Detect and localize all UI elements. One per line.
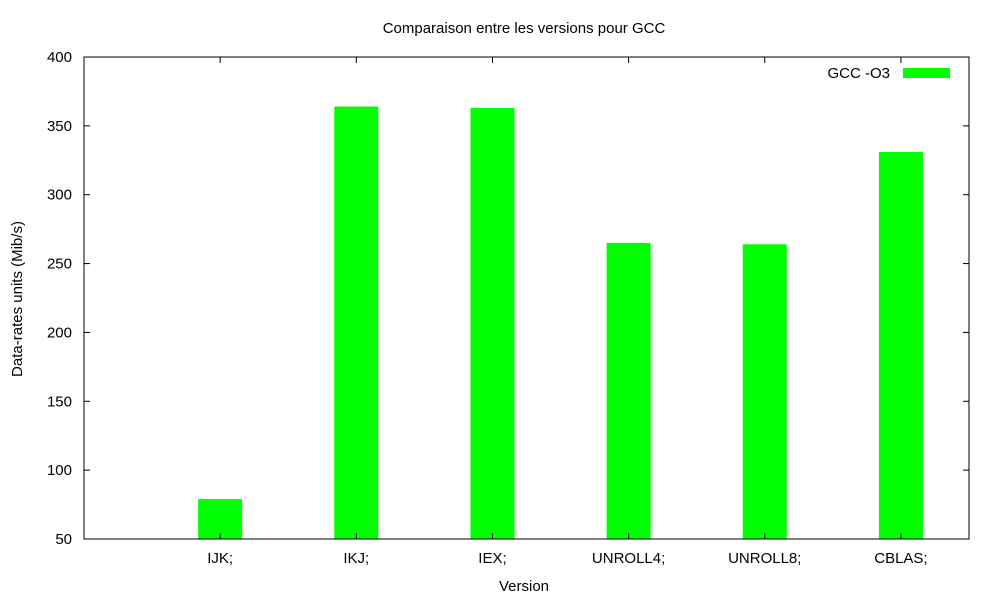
- x-tick-label: IJK;: [207, 550, 233, 567]
- y-tick-label: 400: [47, 49, 72, 66]
- y-tick-label: 300: [47, 187, 72, 204]
- x-tick-label: IEX;: [478, 550, 506, 567]
- y-tick-label: 150: [47, 393, 72, 410]
- y-tick-label: 350: [47, 118, 72, 135]
- bar-ikj: [334, 106, 379, 539]
- x-tick-label: IKJ;: [343, 550, 369, 567]
- legend-label-gcc-o3: GCC -O3: [827, 65, 890, 82]
- plot-frame: [83, 56, 970, 540]
- bars-group: [198, 106, 923, 539]
- bar-unroll8: [742, 244, 787, 539]
- x-axis-title: Version: [499, 578, 549, 595]
- tick-labels-group: IJK; IKJ; IEX; UNROLL4; UNROLL8; CBLAS; 50 100 1…: [47, 49, 928, 567]
- y-tick-label: 200: [47, 324, 72, 341]
- y-tick-label: 50: [55, 531, 72, 548]
- legend-swatch-gcc-o3: [903, 68, 950, 78]
- x-tick-label: UNROLL8;: [728, 550, 801, 567]
- axis-ticks-group: [84, 56, 969, 540]
- x-tick-label: UNROLL4;: [592, 550, 665, 567]
- y-tick-label: 250: [47, 256, 72, 273]
- bar-cblas: [878, 152, 923, 539]
- bar-iex: [470, 107, 515, 539]
- y-tick-label: 100: [47, 462, 72, 479]
- x-tick-label: CBLAS;: [874, 550, 927, 567]
- bar-ijk: [198, 499, 243, 539]
- y-axis-title: Data-rates units (Mib/s): [9, 221, 26, 377]
- legend: GCC -O3: [827, 65, 950, 82]
- bar-unroll4: [606, 242, 651, 539]
- chart-title: Comparaison entre les versions pour GCC: [383, 20, 666, 37]
